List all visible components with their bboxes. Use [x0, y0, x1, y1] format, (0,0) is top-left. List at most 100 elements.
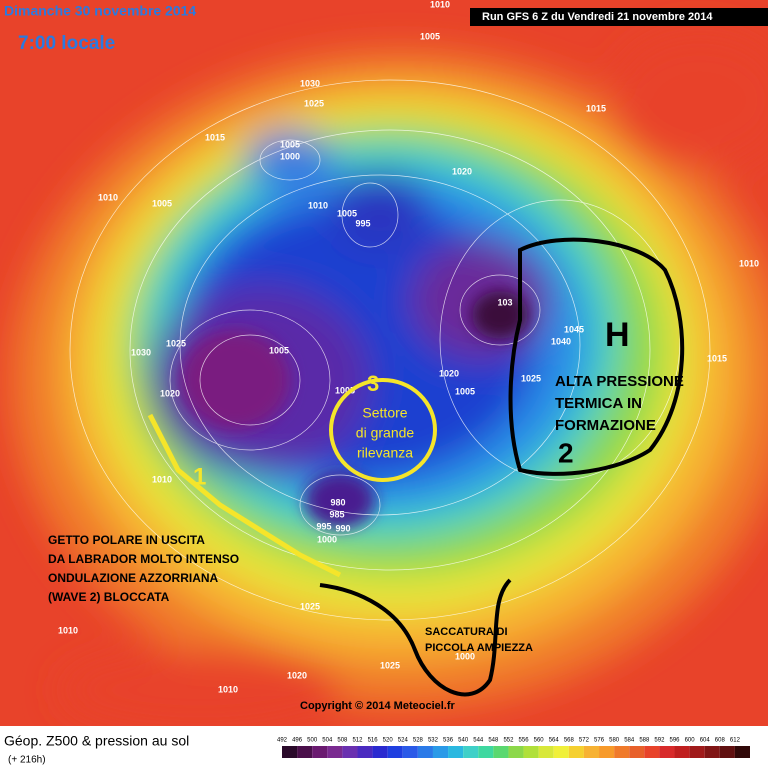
jet-text: ONDULAZIONE AZZORRIANA — [48, 571, 219, 585]
level-swatch — [599, 746, 615, 758]
isobar-label: 1000 — [455, 651, 475, 661]
isobar-label: 1005 — [280, 139, 300, 149]
isobar-label: 1025 — [304, 98, 324, 108]
level-swatch — [417, 746, 433, 758]
isobar-label: 1020 — [160, 388, 180, 398]
isobar-label: 1005 — [269, 345, 289, 355]
sector-text: Settore — [362, 405, 407, 421]
level-label: 604 — [700, 738, 711, 744]
jet-number: 1 — [193, 463, 206, 490]
sector-text: di grande — [356, 425, 415, 441]
geopotential-field — [0, 0, 768, 730]
isobar-label: 1025 — [380, 660, 400, 670]
level-label: 508 — [337, 738, 348, 744]
level-label: 568 — [564, 738, 575, 744]
level-swatch — [327, 746, 343, 758]
level-label: 524 — [398, 738, 409, 744]
level-swatch — [342, 746, 358, 758]
isobar-label: 1005 — [152, 198, 172, 208]
isobar-labels: 1010 1005 1030 1025 1015 1005 1000 1020 1015 1010… — [58, 0, 759, 694]
footer-title: Géop. Z500 & pression au sol — [4, 733, 189, 749]
level-swatch — [734, 746, 750, 758]
isobar-label: 1020 — [439, 368, 459, 378]
level-swatch — [644, 746, 660, 758]
copyright: Copyright © 2014 Meteociel.fr — [300, 700, 456, 712]
isobar-label: 1020 — [287, 670, 307, 680]
level-label: 520 — [383, 738, 394, 744]
level-label: 496 — [292, 738, 303, 744]
level-swatch — [659, 746, 675, 758]
run-box — [470, 8, 768, 26]
level-swatch — [357, 746, 373, 758]
level-label: 500 — [307, 738, 318, 744]
high-text: ALTA PRESSIONE — [555, 373, 684, 390]
level-label: 532 — [428, 738, 439, 744]
level-swatch — [387, 746, 403, 758]
footer-lead: (+ 216h) — [8, 755, 46, 766]
level-swatch — [282, 746, 298, 758]
isobar-label: 990 — [335, 523, 350, 533]
level-swatch — [372, 746, 388, 758]
isobar-label: 1025 — [521, 373, 541, 383]
level-label: 584 — [624, 738, 635, 744]
level-label: 588 — [639, 738, 650, 744]
level-label: 544 — [473, 738, 484, 744]
colorbar: 492 496 500 504 508 512 516 520 524 528 532 536 540 5… — [277, 738, 750, 758]
jet-arrow — [147, 413, 342, 578]
level-label: 540 — [458, 738, 469, 744]
isobar-label: 980 — [330, 497, 345, 507]
level-swatch — [719, 746, 735, 758]
isobar-label: 1015 — [707, 353, 727, 363]
level-swatch — [689, 746, 705, 758]
level-label: 536 — [443, 738, 454, 744]
isobar-label: 103 — [497, 297, 512, 307]
level-label: 600 — [685, 738, 696, 744]
level-swatch — [463, 746, 479, 758]
isobar-label: 1015 — [586, 103, 606, 113]
isobar-label: 1005 — [420, 31, 440, 41]
isobar-label: 1005 — [455, 386, 475, 396]
level-swatch — [448, 746, 464, 758]
trough-line — [319, 578, 512, 697]
date-label: Dimanche 30 novembre 2014 — [4, 3, 196, 19]
isobar-label: 1010 — [739, 258, 759, 268]
run-label: Run GFS 6 Z du Vendredi 21 novembre 2014 — [482, 11, 713, 23]
sector-number: 3 — [367, 371, 379, 396]
isobar-label: 1010 — [152, 474, 172, 484]
isobar-label: 1000 — [280, 151, 300, 161]
isobar-label: 995 — [316, 521, 331, 531]
trough-text: PICCOLA AMPIEZZA — [425, 642, 533, 654]
isobar-label: 1005 — [337, 208, 357, 218]
level-swatch — [538, 746, 554, 758]
level-swatch — [478, 746, 494, 758]
high-label: H — [605, 316, 630, 354]
level-swatch — [583, 746, 600, 758]
level-swatch — [432, 746, 449, 758]
level-label: 492 — [277, 738, 288, 744]
level-swatch — [523, 746, 539, 758]
level-label: 552 — [503, 738, 514, 744]
level-swatch — [614, 746, 630, 758]
isobar-label: 1010 — [98, 192, 118, 202]
wave-number: 2 — [558, 437, 574, 468]
isobar-label: 1010 — [218, 684, 238, 694]
level-swatch — [508, 746, 524, 758]
high-outline — [508, 237, 685, 476]
sector-text: rilevanza — [357, 445, 413, 461]
jet-text: (WAVE 2) BLOCCATA — [48, 590, 170, 604]
level-label: 548 — [488, 738, 499, 744]
level-label: 572 — [579, 738, 590, 744]
level-label: 612 — [730, 738, 741, 744]
trough-text: SACCATURA DI — [425, 626, 508, 638]
isobar-label: 1025 — [166, 338, 186, 348]
jet-text: DA LABRADOR MOLTO INTENSO — [48, 552, 239, 566]
high-text: TERMICA IN — [555, 395, 642, 412]
isobar-label: 1010 — [430, 0, 450, 9]
level-label: 564 — [549, 738, 560, 744]
level-label: 516 — [368, 738, 379, 744]
isobar-label: 1045 — [564, 324, 584, 334]
level-label: 592 — [654, 738, 665, 744]
isobar-label: 1040 — [551, 336, 571, 346]
level-label: 504 — [322, 738, 333, 744]
